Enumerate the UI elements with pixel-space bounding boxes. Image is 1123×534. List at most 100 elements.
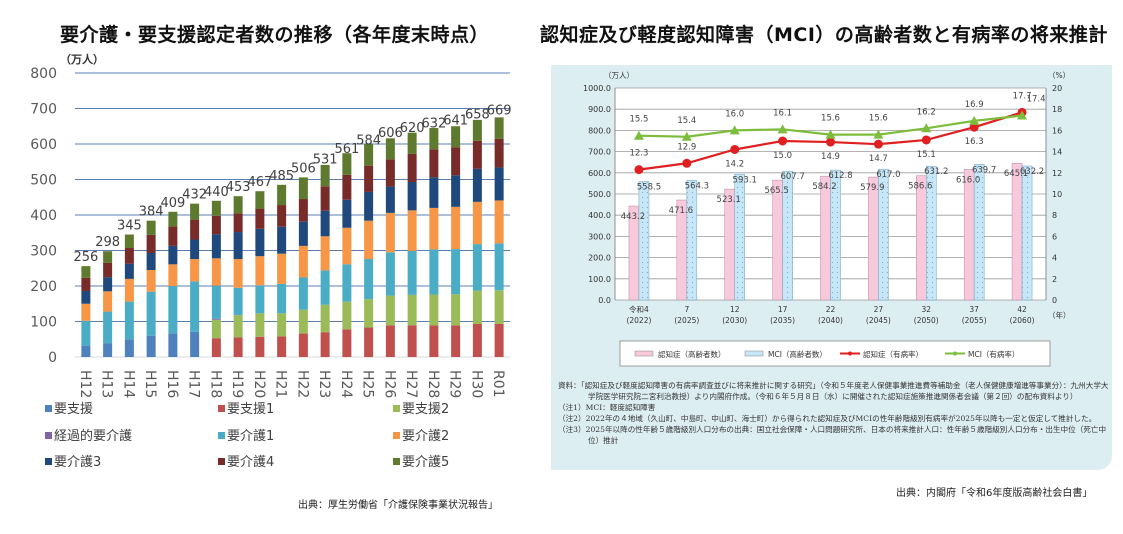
bar-segment — [211, 338, 221, 357]
bar-segment — [407, 294, 417, 326]
legend-label: 要介護2 — [402, 428, 449, 444]
marker-mci-rate — [873, 129, 884, 139]
bar-dementia — [724, 188, 735, 301]
bar-segment — [364, 220, 374, 260]
marker-mci-rate — [969, 115, 980, 125]
x-tick-label: H14 — [120, 370, 136, 398]
label-mci-rate: 15.6 — [869, 114, 888, 124]
y2-axis-label: （%） — [1048, 71, 1070, 80]
bar-segment — [277, 313, 287, 337]
marker-mci-rate — [729, 125, 740, 135]
bar-segment — [81, 277, 91, 291]
label-mci-rate: 16.1 — [773, 108, 792, 118]
bar-segment — [472, 201, 482, 245]
y-tick-label: 700.0 — [588, 148, 611, 157]
y2-tick-label: 12 — [1052, 169, 1062, 178]
bar-segment — [103, 311, 113, 344]
bar-segment — [472, 140, 482, 169]
bar-segment — [211, 234, 221, 259]
bar-segment — [451, 249, 461, 295]
y-axis-label: （万人） — [60, 52, 104, 66]
legend-swatch — [218, 458, 225, 465]
y-tick-label: 500.0 — [588, 190, 611, 199]
y2-tick-label: 20 — [1052, 84, 1062, 93]
bar-segment — [494, 200, 504, 244]
label-dementia-rate: 12.9 — [677, 142, 696, 152]
legend-swatch — [393, 432, 400, 439]
y-tick-label: 300 — [30, 244, 57, 260]
bar-segment — [407, 325, 417, 357]
bar-segment — [81, 290, 91, 304]
bar-segment — [494, 167, 504, 201]
bar-segment — [233, 232, 243, 260]
bar-segment — [472, 323, 482, 357]
y-tick-label: 800.0 — [588, 126, 611, 135]
bar-segment — [494, 138, 504, 168]
marker-dementia-rate — [730, 144, 740, 154]
y2-tick-label: 16 — [1052, 126, 1062, 135]
marker-dementia-rate — [969, 122, 979, 132]
x-tick-label: H12 — [77, 370, 93, 398]
bar-segment — [429, 294, 439, 326]
x-tick-label: H30 — [468, 370, 484, 398]
bar-segment — [190, 239, 200, 260]
total-labels: 2562983453844094324404534674855065315615… — [73, 104, 511, 266]
bar-segment — [146, 291, 156, 336]
bar-segment — [385, 252, 395, 296]
bar-mci — [686, 180, 698, 301]
bar-mci — [926, 165, 937, 301]
bar-segment — [81, 303, 91, 321]
y2-tick-label: 14 — [1052, 148, 1062, 157]
y-tick-label: 400.0 — [588, 211, 611, 220]
bar-dementia — [916, 175, 927, 301]
x-tick-sublabel: (2045) — [866, 316, 891, 325]
marker-mci-rate — [921, 123, 932, 133]
bar-label-dementia: 523.1 — [717, 195, 741, 205]
bar-segment — [407, 153, 417, 182]
marker-dementia-rate — [873, 139, 883, 149]
x-tick-label: H19 — [229, 370, 245, 398]
y2-tick-label: 2 — [1052, 275, 1057, 284]
y-axis-ticks: 0.0 100.0 200.0 300.0 400.0 500.0 600.0 700.0 80… — [583, 84, 611, 305]
bar-segment — [103, 343, 113, 357]
y2-tick-label: 6 — [1052, 232, 1057, 241]
bar-mci — [1021, 165, 1033, 301]
x-axis-ticks: 令和4 (2022) 7 (2025) 12 (2030) 17 (2035) 22 (2040)… — [626, 304, 1034, 325]
bar-segment — [124, 301, 134, 340]
label-mci-rate: 16.9 — [965, 100, 984, 110]
bar-label-dementia: 443.2 — [621, 212, 645, 222]
marker-dementia-rate — [826, 137, 835, 147]
bar-segment — [124, 234, 134, 249]
bar-segment — [407, 181, 417, 211]
y-tick-label: 200.0 — [588, 254, 611, 263]
bar-segment — [81, 320, 91, 346]
marker-mci-rate — [1017, 110, 1028, 120]
total-label: 485 — [269, 169, 294, 184]
x-tick-sublabel: (2030) — [722, 316, 747, 325]
bar-segment — [168, 211, 178, 227]
bar-segment — [103, 277, 113, 292]
bar-dementia — [868, 176, 879, 301]
total-label: 256 — [73, 250, 98, 265]
bar-segment — [146, 234, 156, 253]
legend-swatch — [393, 405, 400, 412]
y-tick-label: 600 — [30, 137, 57, 153]
y-tick-label: 900.0 — [588, 105, 611, 114]
label-mci-rate: 16.0 — [725, 109, 744, 119]
x-tick-label: R01 — [490, 370, 506, 398]
note-1: （注1）MCI：軽度認知障害 — [558, 403, 656, 412]
bar-dementia — [963, 169, 975, 301]
bar-segment — [298, 309, 308, 334]
legend-label: MCI（高齢者数） — [768, 349, 827, 359]
bar-segment — [146, 270, 156, 292]
legend-label: 経過的要介護 — [54, 428, 132, 444]
bar-segment — [211, 200, 221, 216]
label-mci-rate: 17.4 — [1027, 95, 1046, 105]
x-axis-label: （年） — [1048, 310, 1071, 320]
bar-mci — [734, 174, 745, 301]
bar-mci — [782, 170, 793, 301]
bar-label-dementia: 645.1 — [1004, 169, 1028, 179]
x-tick-label: 7 — [684, 305, 689, 314]
bar-segment — [385, 186, 395, 213]
x-tick-label: H18 — [207, 370, 223, 398]
